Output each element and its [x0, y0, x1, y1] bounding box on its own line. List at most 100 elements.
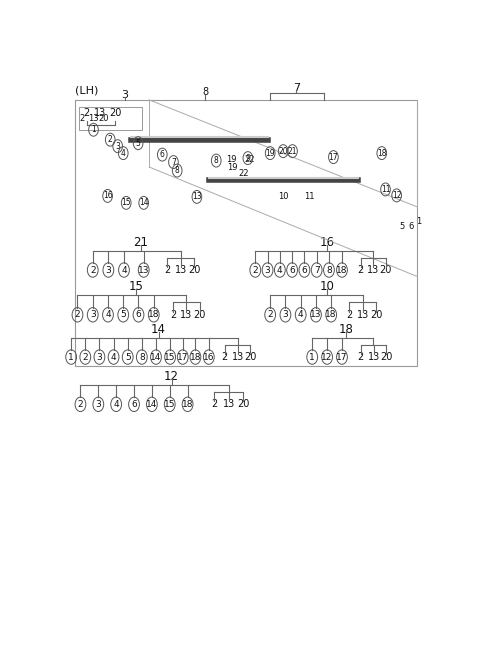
Text: 1: 1 [416, 217, 421, 226]
Text: 2: 2 [358, 352, 364, 362]
Text: 15: 15 [164, 400, 176, 409]
Text: 4: 4 [113, 400, 119, 409]
Text: 11: 11 [304, 193, 314, 202]
Text: 20: 20 [99, 114, 109, 123]
Text: 17: 17 [329, 152, 338, 162]
Text: 2: 2 [267, 310, 273, 319]
Text: 20: 20 [237, 399, 250, 410]
Text: 3: 3 [283, 310, 288, 319]
Text: 22: 22 [244, 155, 255, 164]
Text: 15: 15 [121, 198, 131, 207]
Text: 13: 13 [94, 109, 106, 118]
Text: 3: 3 [121, 90, 129, 100]
Text: 2: 2 [80, 114, 85, 123]
Text: 8: 8 [175, 166, 180, 175]
Text: 4: 4 [111, 353, 116, 362]
Text: 14: 14 [150, 353, 162, 362]
Text: 5: 5 [400, 222, 405, 231]
Text: 5: 5 [120, 310, 126, 319]
Text: 10: 10 [320, 280, 335, 293]
Text: 16: 16 [103, 191, 112, 200]
Text: 13: 13 [192, 193, 202, 202]
Text: 2: 2 [75, 310, 80, 319]
Text: 20: 20 [244, 352, 257, 362]
Text: 13: 13 [232, 352, 244, 362]
Text: 20: 20 [109, 109, 121, 118]
Text: 20: 20 [380, 352, 393, 362]
Text: 8: 8 [214, 156, 218, 165]
Text: 2: 2 [90, 266, 96, 275]
Text: 5: 5 [136, 139, 141, 148]
Text: 19: 19 [226, 155, 236, 164]
Text: 20: 20 [380, 265, 392, 275]
Bar [75, 100, 417, 366]
Text: 17: 17 [336, 353, 348, 362]
Text: 20: 20 [370, 310, 383, 320]
Text: 20: 20 [194, 310, 206, 320]
Text: 22: 22 [239, 169, 250, 178]
Text: 15: 15 [164, 353, 176, 362]
Text: 2: 2 [108, 135, 113, 144]
Text: 2: 2 [252, 266, 258, 275]
Text: 14: 14 [139, 198, 148, 207]
Text: 13: 13 [88, 114, 99, 123]
Text: 6: 6 [301, 266, 307, 275]
Text: 2: 2 [84, 109, 90, 118]
Text: 2: 2 [358, 265, 364, 275]
Text: 12: 12 [322, 353, 333, 362]
Text: 6: 6 [289, 266, 295, 275]
Text: 3: 3 [96, 400, 101, 409]
Text: 7: 7 [314, 266, 320, 275]
Text: 18: 18 [336, 266, 348, 275]
Text: 20: 20 [278, 147, 288, 156]
Text: 2: 2 [164, 265, 170, 275]
Text: 18: 18 [148, 310, 159, 319]
Text: 6: 6 [160, 150, 165, 159]
Text: 4: 4 [121, 149, 126, 158]
Text: 2: 2 [222, 352, 228, 362]
Text: 18: 18 [190, 353, 201, 362]
Text: 8: 8 [326, 266, 332, 275]
Text: 13: 13 [357, 310, 369, 320]
Text: 15: 15 [129, 280, 144, 293]
Text: 10: 10 [278, 193, 288, 202]
Text: 6: 6 [409, 222, 414, 231]
Text: 13: 13 [310, 310, 322, 319]
Text: 2: 2 [346, 310, 352, 320]
Text: 2: 2 [170, 310, 176, 320]
Bar [79, 107, 142, 130]
Text: 4: 4 [277, 266, 283, 275]
Text: 18: 18 [339, 323, 354, 336]
Text: 1: 1 [91, 125, 96, 134]
Text: 14: 14 [151, 323, 166, 336]
Text: 1: 1 [309, 353, 315, 362]
Text: 3: 3 [106, 266, 111, 275]
Text: 17: 17 [177, 353, 189, 362]
Text: 4: 4 [105, 310, 111, 319]
Text: 18: 18 [182, 400, 193, 409]
Text: 3: 3 [115, 141, 120, 151]
Text: 13: 13 [368, 352, 380, 362]
Text: 2: 2 [83, 353, 88, 362]
Text: 2: 2 [78, 400, 83, 409]
Text: 16: 16 [320, 236, 335, 249]
Text: 3: 3 [96, 353, 102, 362]
Text: 13: 13 [180, 310, 192, 320]
Text: 18: 18 [325, 310, 337, 319]
Text: 12: 12 [164, 370, 179, 383]
Text: 18: 18 [377, 149, 386, 158]
Text: 11: 11 [381, 185, 390, 194]
Text: 2: 2 [211, 399, 217, 410]
Text: 13: 13 [367, 265, 379, 275]
Text: 3: 3 [264, 266, 270, 275]
Text: 8: 8 [139, 353, 144, 362]
Text: 7: 7 [171, 158, 176, 167]
Text: 14: 14 [146, 400, 157, 409]
Text: 7: 7 [293, 83, 300, 93]
Text: 4: 4 [121, 266, 127, 275]
Text: 3: 3 [90, 310, 96, 319]
Text: 20: 20 [188, 265, 201, 275]
Text: 6: 6 [136, 310, 142, 319]
Text: 16: 16 [203, 353, 215, 362]
Text: 13: 13 [223, 399, 235, 410]
